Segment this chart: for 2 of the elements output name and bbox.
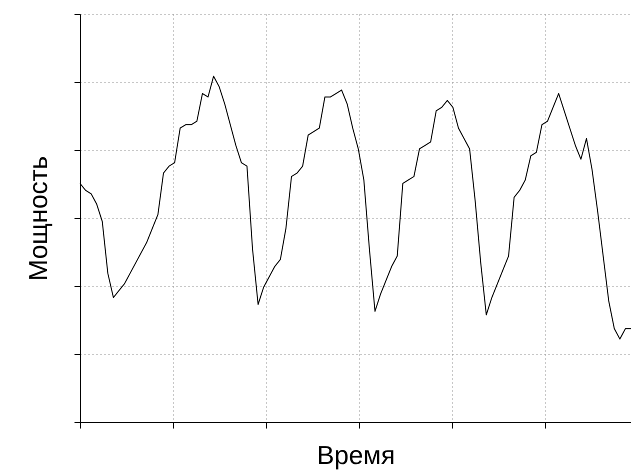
y-axis-title: Мощность: [23, 156, 53, 282]
x-axis-title: Время: [316, 440, 396, 470]
